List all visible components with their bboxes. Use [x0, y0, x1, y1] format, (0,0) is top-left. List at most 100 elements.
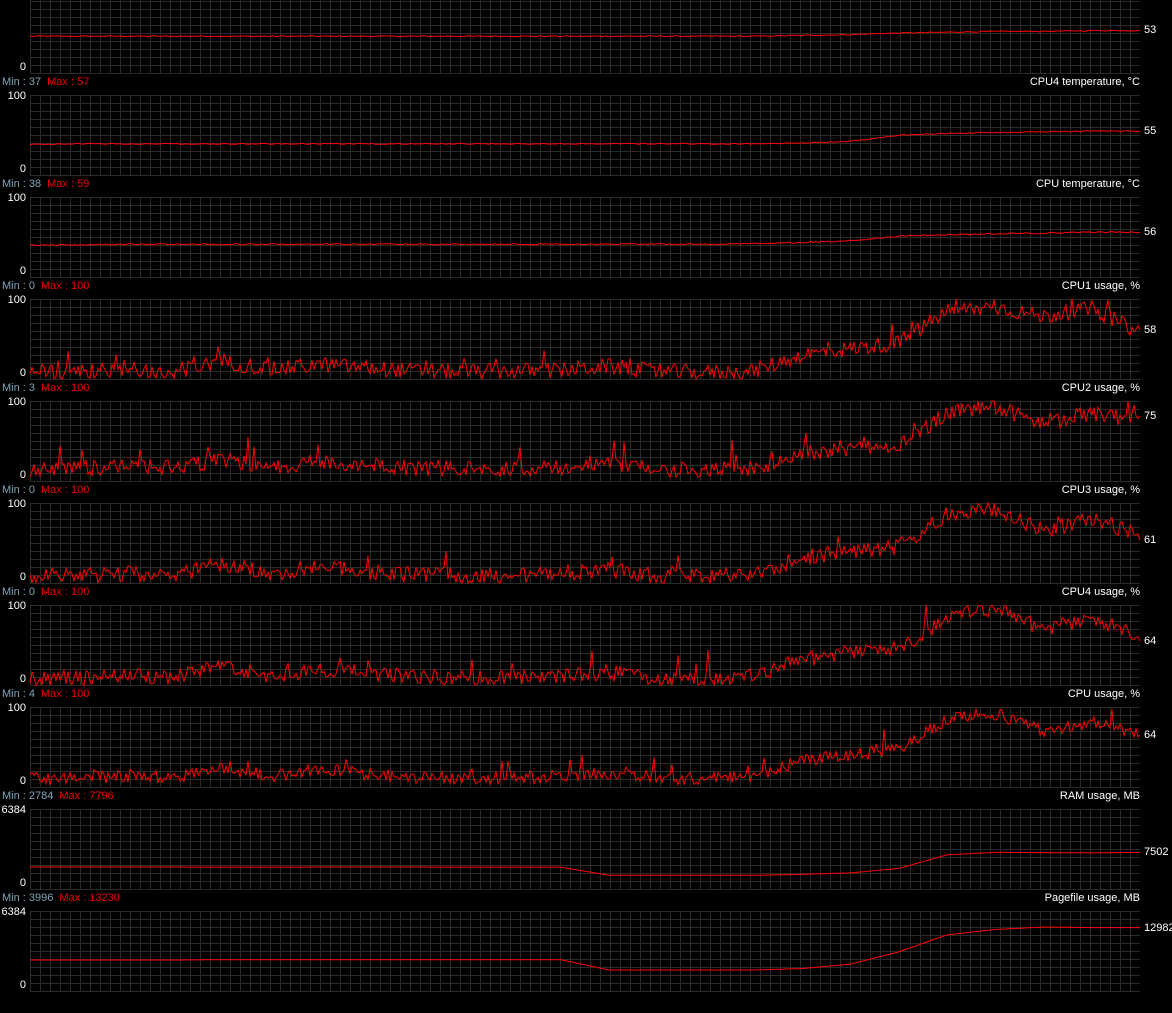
graph-plot: [30, 926, 1140, 971]
temperature-graph[interactable]: [29, 0, 1141, 74]
current-value: 55: [1144, 125, 1157, 138]
current-value: 56: [1144, 226, 1157, 239]
graph-header: Min : 3 Max : 100 CPU2 usage, %: [0, 382, 1140, 394]
y-axis-max-label: 100: [7, 396, 26, 408]
y-axis-max-label: 100: [7, 702, 26, 714]
graph-header: Min : 0 Max : 100 CPU3 usage, %: [0, 484, 1140, 496]
min-value: Min : 2784: [2, 790, 54, 802]
min-value: Min : 37: [2, 76, 42, 88]
cpu2-usage-graph-panel: Min : 3 Max : 100 CPU2 usage, % 100 0 75: [0, 382, 1172, 503]
graph-title: CPU4 temperature, °C: [1029, 76, 1140, 88]
min-value: Min : 3996: [2, 892, 54, 904]
current-value: 61: [1144, 534, 1157, 547]
graph-header: Min : 38 Max : 59 CPU temperature, °C: [0, 178, 1140, 190]
graph-plot: [29, 29, 1141, 38]
cpu4-temperature-graph-panel: Min : 37 Max : 57 CPU4 temperature, °C 10…: [0, 76, 1172, 197]
y-axis-max-label: 100: [7, 498, 26, 510]
series-line: [29, 707, 1141, 787]
min-value: Min : 0: [2, 484, 36, 496]
max-value: Max : 100: [41, 688, 90, 700]
graph-title: CPU3 usage, %: [1061, 484, 1140, 496]
graph-title: CPU1 usage, %: [1061, 280, 1140, 292]
graph-header: Min : 0 Max : 100 CPU4 usage, %: [0, 586, 1140, 598]
max-value: Max : 7796: [59, 790, 114, 802]
graph-title: CPU2 usage, %: [1061, 382, 1140, 394]
current-value: 53: [1144, 24, 1157, 37]
graph-title: Pagefile usage, MB: [1044, 892, 1140, 904]
max-value: Max : 100: [41, 484, 90, 496]
cpu-temperature-graph-panel: Min : 38 Max : 59 CPU temperature, °C 100…: [0, 178, 1172, 299]
min-value: Min : 0: [2, 280, 36, 292]
cpu-usage-graph-panel: Min : 4 Max : 100 CPU usage, % 100 0 64: [0, 688, 1172, 809]
graph-plot: [29, 130, 1141, 146]
series-line: [29, 231, 1141, 247]
graph-plot: [29, 231, 1141, 247]
cpu4-temperature-graph[interactable]: [29, 95, 1141, 176]
series-line: [29, 400, 1141, 479]
graph-title: CPU temperature, °C: [1035, 178, 1140, 190]
y-axis-max-label: 6384: [1, 906, 26, 918]
graph-plot: [29, 707, 1141, 787]
graph-plot: [30, 851, 1140, 876]
graph-header: Min : 0 Max : 100 CPU1 usage, %: [0, 280, 1140, 292]
graph-title: RAM usage, MB: [1059, 790, 1140, 802]
y-axis-min-label: 0: [19, 61, 26, 73]
cpu-temperature-graph[interactable]: [29, 197, 1141, 278]
graph-title: CPU usage, %: [1067, 688, 1140, 700]
min-value: Min : 0: [2, 586, 36, 598]
series-line: [29, 501, 1141, 585]
current-value: 64: [1144, 635, 1157, 648]
y-axis-min-label: 0: [19, 979, 26, 991]
cpu3-usage-graph-panel: Min : 0 Max : 100 CPU3 usage, % 100 0 61: [0, 484, 1172, 605]
y-axis-min-label: 0: [19, 775, 26, 787]
current-value: 64: [1144, 728, 1157, 741]
y-axis-max-label: 100: [7, 294, 26, 306]
graph-plot: [29, 400, 1141, 479]
cpu1-usage-graph-panel: Min : 0 Max : 100 CPU1 usage, % 100 0 58: [0, 280, 1172, 401]
current-value: 58: [1144, 323, 1157, 336]
max-value: Max : 100: [41, 382, 90, 394]
graph-header: Min : 2784 Max : 7796 RAM usage, MB: [0, 790, 1140, 802]
min-value: Min : 4: [2, 688, 36, 700]
y-axis-min-label: 0: [19, 163, 26, 175]
cpu1-usage-graph[interactable]: [29, 298, 1141, 381]
ram-usage-graph[interactable]: [30, 809, 1140, 890]
cpu-usage-graph[interactable]: [29, 707, 1141, 788]
y-axis-min-label: 0: [19, 469, 26, 481]
y-axis-min-label: 0: [19, 265, 26, 277]
max-value: Max : 57: [47, 76, 90, 88]
y-axis-max-label: 100: [7, 600, 26, 612]
max-value: Max : 100: [41, 586, 90, 598]
graph-header: Min : 37 Max : 57 CPU4 temperature, °C: [0, 76, 1140, 88]
y-axis-max-label: 6384: [1, 804, 26, 816]
y-axis-max-label: 100: [7, 90, 26, 102]
cpu3-usage-graph[interactable]: [29, 501, 1141, 585]
cpu2-usage-graph[interactable]: [29, 400, 1141, 482]
series-line: [29, 29, 1141, 38]
min-value: Min : 3: [2, 382, 36, 394]
series-line: [29, 298, 1141, 381]
y-axis-min-label: 0: [19, 877, 26, 889]
max-value: Max : 13230: [59, 892, 120, 904]
min-value: Min : 38: [2, 178, 42, 190]
ram-usage-graph-panel: Min : 2784 Max : 7796 RAM usage, MB 6384 …: [0, 790, 1172, 911]
series-line: [30, 926, 1140, 971]
pagefile-usage-graph-panel: Min : 3996 Max : 13230 Pagefile usage, MB…: [0, 892, 1172, 1013]
graph-header: Min : 4 Max : 100 CPU usage, %: [0, 688, 1140, 700]
cpu4-usage-graph[interactable]: [29, 604, 1141, 687]
graph-plot: [29, 604, 1141, 687]
y-axis-min-label: 0: [19, 367, 26, 379]
current-value: 12982: [1144, 921, 1172, 934]
graph-title: CPU4 usage, %: [1061, 586, 1140, 598]
graph-plot: [29, 501, 1141, 585]
y-axis-min-label: 0: [19, 673, 26, 685]
pagefile-usage-graph[interactable]: [30, 911, 1140, 992]
current-value: 75: [1144, 410, 1157, 423]
current-value: 7502: [1144, 846, 1169, 859]
y-axis-min-label: 0: [19, 571, 26, 583]
series-line: [30, 851, 1140, 876]
series-line: [29, 604, 1141, 687]
max-value: Max : 100: [41, 280, 90, 292]
y-axis-max-label: 100: [7, 192, 26, 204]
max-value: Max : 59: [47, 178, 90, 190]
